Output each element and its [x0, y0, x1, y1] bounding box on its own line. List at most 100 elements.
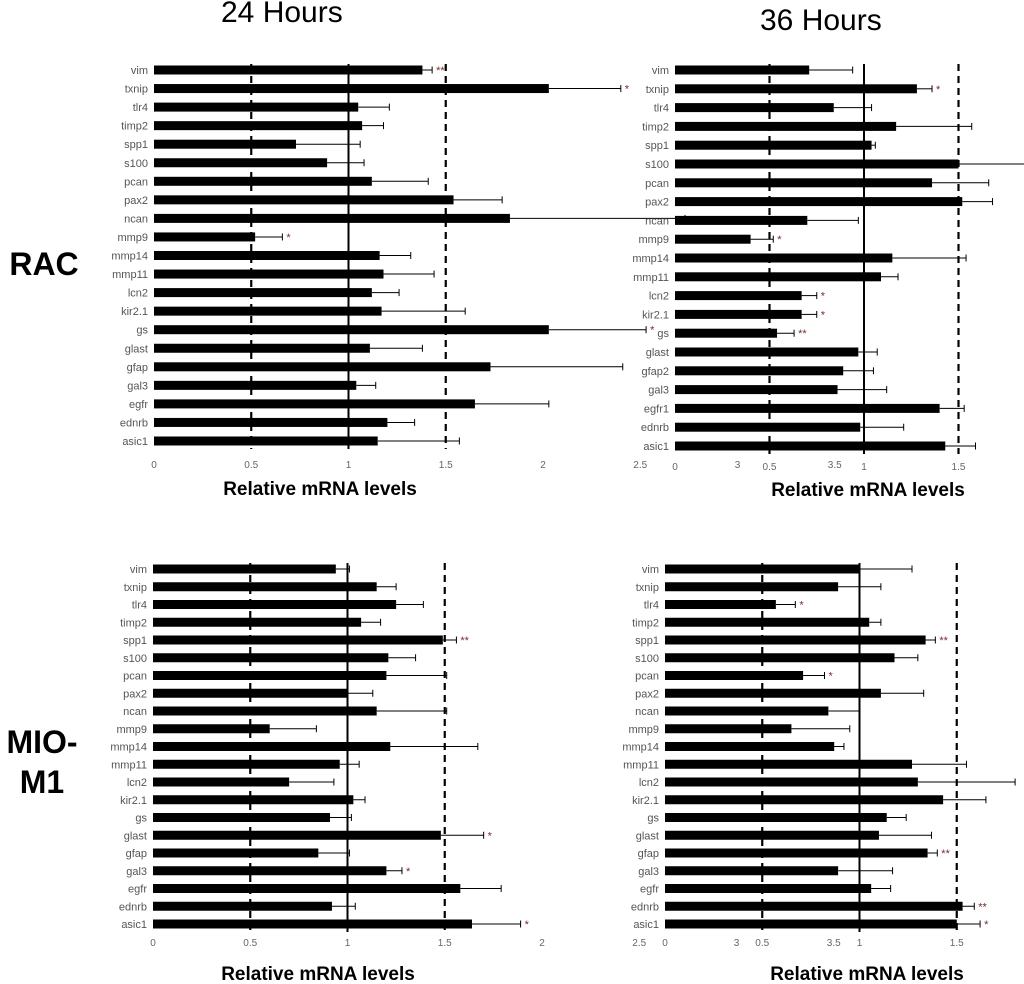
category-label: gal3	[126, 866, 147, 878]
bar	[665, 582, 839, 592]
category-label: pax2	[124, 195, 148, 207]
category-label: asic1	[122, 436, 148, 448]
bar	[154, 269, 384, 279]
category-label: tlr4	[644, 600, 659, 612]
bar	[154, 65, 423, 75]
bar	[665, 724, 792, 734]
bar	[665, 813, 887, 822]
bar	[154, 362, 491, 372]
x-tick-label: 0.5	[755, 938, 769, 949]
category-label: spp1	[124, 139, 148, 151]
category-label: glast	[124, 830, 147, 842]
category-label: egfr	[129, 399, 148, 411]
bar	[665, 777, 918, 787]
bar	[153, 866, 387, 876]
significance-label: *	[821, 309, 826, 321]
significance-label: *	[777, 234, 782, 246]
bar	[675, 103, 834, 113]
significance-label: **	[939, 635, 948, 647]
bar	[153, 671, 387, 680]
bar	[675, 366, 844, 376]
x-tick-label: 3.5	[827, 938, 841, 949]
significance-label: *	[525, 919, 530, 931]
bar	[675, 385, 838, 395]
col-title-24h: 24 Hours	[221, 0, 343, 29]
significance-label: *	[936, 84, 941, 96]
bar	[675, 272, 882, 282]
x-axis-label: Relative mRNA levels	[223, 479, 417, 500]
significance-label: *	[286, 232, 291, 244]
x-tick-label: 1	[857, 938, 863, 949]
category-label: gfap	[127, 362, 148, 374]
x-tick-label: 0	[150, 938, 156, 949]
row-label-rac: RAC	[4, 244, 84, 284]
category-label: txnip	[125, 84, 148, 96]
row-label-rac-line-1: RAC	[9, 246, 79, 282]
category-label: kir2.1	[120, 795, 147, 807]
chart-panel-2: vim txnip * tlr4 timp2 spp1 s100 pcan pax2 ncan mm…	[632, 64, 1024, 501]
category-label: timp2	[642, 121, 669, 133]
bar	[675, 253, 893, 263]
category-label: pcan	[635, 671, 659, 683]
bar	[154, 102, 359, 112]
category-label: mmp14	[110, 742, 147, 754]
bar	[675, 178, 933, 188]
x-tick-label: 0.5	[763, 462, 777, 473]
bar	[153, 830, 441, 840]
significance-label: *	[488, 830, 493, 842]
x-tick-label: 1.5	[439, 460, 453, 471]
category-label: gfap2	[641, 366, 669, 378]
category-label: gs	[136, 325, 148, 337]
category-label: timp2	[632, 617, 659, 629]
category-label: asic1	[121, 919, 147, 931]
category-label: mmp9	[116, 724, 147, 736]
bar	[154, 121, 363, 131]
row-label-mio-m1-line-1: MIO-	[6, 724, 78, 760]
bar	[154, 288, 372, 298]
bar	[153, 742, 391, 751]
bar	[675, 309, 802, 319]
category-label: tlr4	[132, 600, 147, 612]
bar	[675, 84, 917, 94]
x-tick-label: 0.5	[243, 938, 257, 949]
category-label: gs	[647, 813, 659, 825]
bar	[665, 564, 860, 574]
x-tick-label: 1.5	[438, 938, 452, 949]
x-tick-label: 3.5	[828, 460, 842, 471]
category-label: lcn2	[128, 288, 148, 300]
bar	[675, 328, 778, 338]
category-label: ednrb	[119, 901, 147, 913]
row-label-mio-m1: MIO- M1	[2, 722, 82, 802]
x-tick-label: 2.5	[632, 938, 646, 949]
bar	[665, 688, 881, 698]
bar	[665, 600, 776, 609]
bar	[154, 232, 256, 242]
significance-label: *	[406, 866, 411, 878]
bar	[153, 582, 377, 592]
category-label: gs	[135, 813, 147, 825]
bar	[153, 653, 389, 663]
significance-label: *	[984, 919, 989, 931]
category-label: pcan	[124, 176, 148, 188]
category-label: mmp9	[117, 232, 148, 244]
significance-label: *	[828, 671, 833, 683]
category-label: vim	[652, 65, 669, 77]
row-label-mio-m1-line-2: M1	[19, 764, 65, 800]
bar	[665, 706, 829, 716]
bar	[675, 65, 810, 75]
category-label: ncan	[635, 706, 659, 718]
category-label: asic1	[643, 441, 669, 453]
category-label: pcan	[123, 671, 147, 683]
bar	[153, 724, 270, 734]
x-tick-label: 1.5	[950, 938, 964, 949]
bar	[154, 306, 382, 316]
category-label: txnip	[646, 84, 669, 96]
bar	[665, 617, 870, 627]
category-label: glast	[125, 343, 148, 355]
x-tick-label: 0	[151, 460, 157, 471]
category-label: vim	[131, 65, 148, 77]
category-label: gfap	[126, 848, 147, 860]
category-label: mmp9	[628, 724, 659, 736]
